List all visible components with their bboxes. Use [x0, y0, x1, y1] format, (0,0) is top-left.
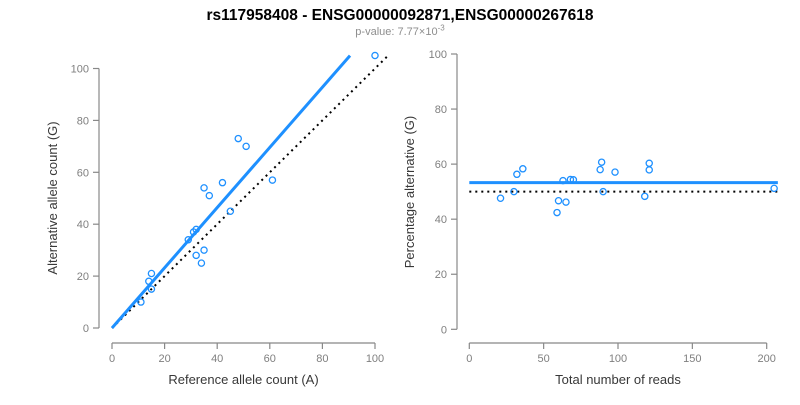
data-point	[496, 194, 505, 203]
x-tick-label: 100	[609, 353, 627, 365]
y-tick-label: 100	[429, 49, 447, 61]
data-point	[145, 277, 153, 286]
data-point	[554, 196, 563, 205]
points-group	[496, 158, 778, 217]
data-point	[137, 298, 145, 306]
x-tick-label: 100	[366, 353, 384, 365]
y-tick-label: 40	[435, 214, 447, 226]
points-group	[137, 51, 379, 306]
data-point	[510, 187, 518, 196]
data-point	[599, 187, 607, 196]
pvalue-text: p-value: 7.77×10	[355, 26, 437, 38]
data-point	[205, 191, 214, 200]
y-tick-label: 20	[77, 271, 89, 283]
x-tick-label: 20	[158, 353, 170, 365]
x-tick-label: 200	[758, 353, 776, 365]
y-tick-label: 0	[441, 324, 447, 336]
data-point	[645, 166, 653, 174]
data-point	[242, 142, 250, 151]
data-point	[234, 134, 242, 143]
data-point	[371, 51, 379, 60]
x-tick-label: 0	[466, 353, 472, 365]
data-point	[226, 207, 235, 215]
data-point	[147, 269, 156, 278]
data-point	[562, 198, 570, 206]
x-tick-label: 40	[211, 353, 223, 365]
panel-percentage-alternative: 0 20 40 60 80 100 0 50 100 150 200	[429, 49, 778, 365]
data-point	[184, 236, 193, 244]
x-tick-label: 50	[538, 353, 550, 365]
data-point	[218, 178, 227, 187]
data-point	[566, 175, 575, 184]
left-xaxis-title: Reference allele count (A)	[168, 372, 318, 387]
data-point	[611, 168, 619, 176]
data-point	[559, 176, 567, 185]
identity-line	[111, 56, 388, 329]
right-yaxis-title: Percentage alternative (G)	[402, 116, 417, 268]
left-yaxis-title: Alternative allele count (G)	[45, 121, 60, 274]
x-tick-label: 150	[683, 353, 701, 365]
figure-title: rs117958408 - ENSG00000092871,ENSG000002…	[207, 7, 594, 24]
data-point	[513, 170, 521, 179]
x-tick-label: 0	[109, 353, 115, 365]
right-xaxis-title: Total number of reads	[555, 372, 681, 387]
data-point	[200, 246, 208, 254]
x-tick-label: 80	[316, 353, 328, 365]
data-point	[553, 208, 561, 217]
data-point	[147, 285, 156, 293]
figure-subtitle: p-value: 7.77×10-3	[355, 24, 445, 39]
data-point	[268, 176, 277, 184]
data-point	[519, 165, 527, 173]
panel-allele-counts: 0 20 40 60 80 100 0 20 40 60 80 100	[71, 51, 388, 365]
data-point	[596, 165, 604, 174]
data-point	[192, 225, 200, 234]
y-tick-label: 20	[435, 269, 447, 281]
data-point	[200, 184, 208, 192]
data-point	[569, 176, 578, 184]
y-tick-label: 60	[435, 159, 447, 171]
data-point	[197, 259, 206, 267]
y-tick-label: 80	[77, 115, 89, 127]
y-tick-label: 60	[77, 167, 89, 179]
data-point	[645, 159, 653, 168]
data-point	[770, 184, 778, 193]
y-tick-label: 80	[435, 104, 447, 116]
x-tick-label: 60	[264, 353, 276, 365]
fit-line	[110, 54, 352, 329]
data-point	[641, 192, 649, 201]
y-tick-label: 40	[77, 219, 89, 231]
y-tick-label: 100	[71, 64, 89, 76]
y-tick-label: 0	[83, 323, 89, 335]
data-point	[597, 158, 606, 166]
pvalue-exponent: -3	[438, 24, 446, 33]
data-point	[192, 251, 200, 260]
